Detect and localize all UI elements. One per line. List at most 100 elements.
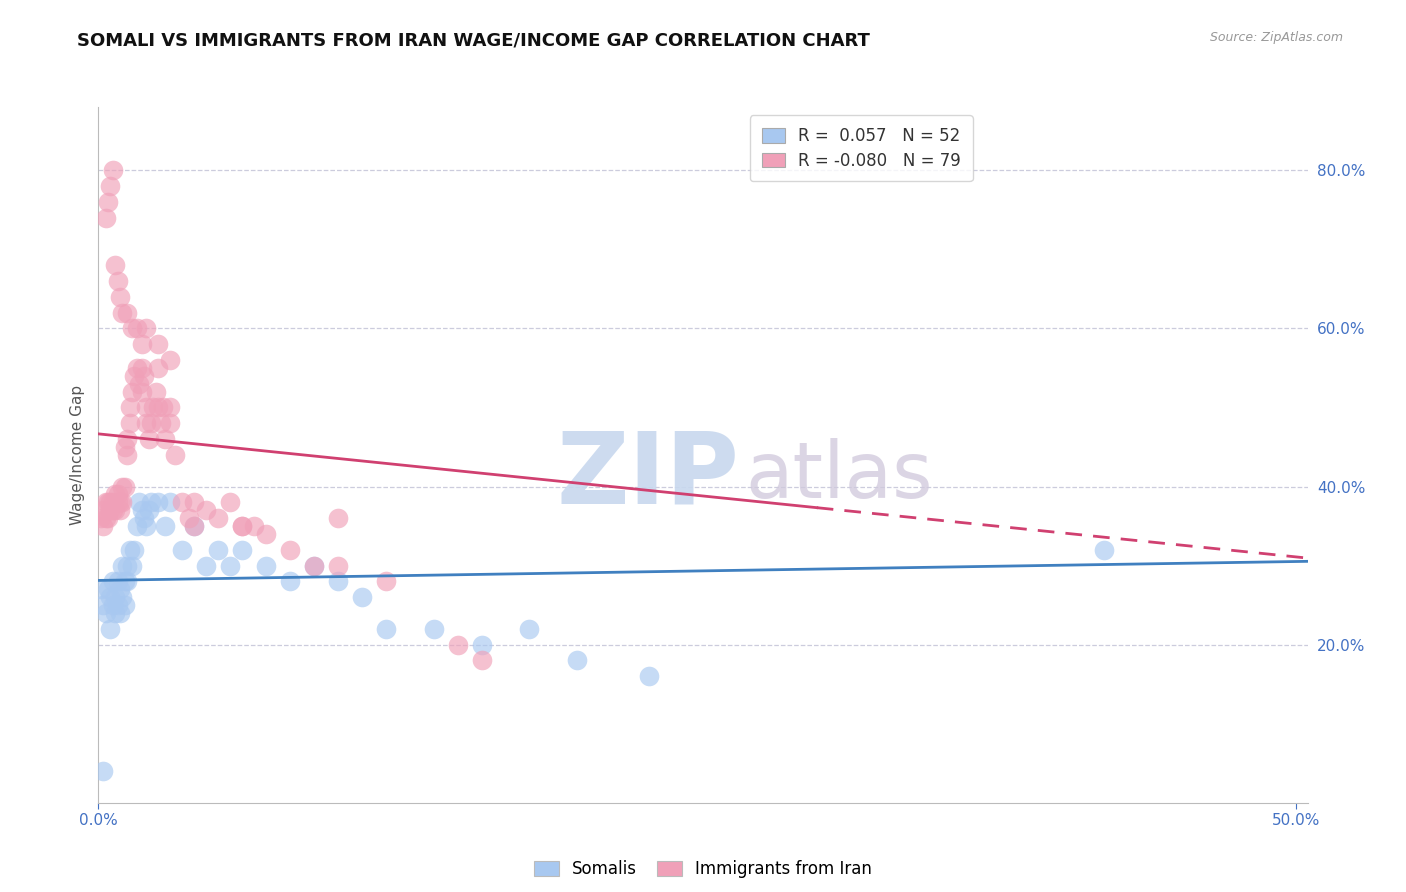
Point bbox=[231, 519, 253, 533]
Point bbox=[302, 558, 325, 573]
Point bbox=[135, 519, 157, 533]
Point bbox=[107, 487, 129, 501]
Point bbox=[125, 360, 148, 375]
Point bbox=[135, 417, 157, 431]
Point bbox=[1092, 542, 1115, 557]
Point bbox=[278, 542, 301, 557]
Text: Source: ZipAtlas.com: Source: ZipAtlas.com bbox=[1209, 31, 1343, 45]
Point bbox=[374, 622, 396, 636]
Point bbox=[254, 527, 277, 541]
Point bbox=[118, 417, 141, 431]
Point bbox=[100, 503, 122, 517]
Point bbox=[219, 495, 242, 509]
Point bbox=[422, 622, 444, 636]
Text: ZIP: ZIP bbox=[557, 427, 740, 524]
Point bbox=[108, 290, 131, 304]
Point bbox=[149, 417, 172, 431]
Point bbox=[183, 495, 205, 509]
Point bbox=[118, 401, 141, 415]
Point bbox=[135, 401, 157, 415]
Point bbox=[108, 606, 131, 620]
Point bbox=[114, 440, 136, 454]
Point bbox=[111, 558, 134, 573]
Point bbox=[124, 542, 146, 557]
Point bbox=[97, 495, 120, 509]
Point bbox=[121, 558, 143, 573]
Point bbox=[94, 511, 117, 525]
Point bbox=[118, 542, 141, 557]
Point bbox=[207, 511, 229, 525]
Point bbox=[128, 495, 150, 509]
Point bbox=[159, 401, 181, 415]
Point bbox=[148, 360, 170, 375]
Point bbox=[97, 194, 120, 209]
Point bbox=[131, 360, 153, 375]
Point bbox=[142, 401, 165, 415]
Point bbox=[94, 495, 117, 509]
Point bbox=[302, 558, 325, 573]
Point bbox=[183, 519, 205, 533]
Point bbox=[219, 558, 242, 573]
Point bbox=[148, 495, 170, 509]
Point bbox=[107, 598, 129, 612]
Point bbox=[374, 574, 396, 589]
Point bbox=[121, 321, 143, 335]
Point bbox=[91, 764, 114, 779]
Point bbox=[135, 321, 157, 335]
Point bbox=[172, 495, 194, 509]
Point bbox=[91, 503, 114, 517]
Point bbox=[115, 432, 138, 446]
Point bbox=[94, 211, 117, 225]
Point bbox=[128, 376, 150, 391]
Point bbox=[100, 179, 122, 194]
Point bbox=[195, 503, 218, 517]
Point bbox=[446, 638, 468, 652]
Point bbox=[121, 384, 143, 399]
Point bbox=[115, 448, 138, 462]
Point bbox=[179, 511, 201, 525]
Point bbox=[94, 606, 117, 620]
Point bbox=[148, 337, 170, 351]
Point bbox=[104, 591, 127, 605]
Point bbox=[101, 503, 124, 517]
Point bbox=[114, 574, 136, 589]
Point bbox=[104, 487, 127, 501]
Point bbox=[100, 622, 122, 636]
Point bbox=[111, 479, 134, 493]
Point bbox=[101, 495, 124, 509]
Point bbox=[101, 163, 124, 178]
Point bbox=[114, 598, 136, 612]
Point bbox=[254, 558, 277, 573]
Point bbox=[278, 574, 301, 589]
Point bbox=[132, 368, 155, 383]
Point bbox=[350, 591, 373, 605]
Point bbox=[148, 401, 170, 415]
Point bbox=[195, 558, 218, 573]
Point bbox=[115, 305, 138, 319]
Point bbox=[207, 542, 229, 557]
Point bbox=[132, 511, 155, 525]
Point bbox=[97, 582, 120, 597]
Point bbox=[139, 417, 162, 431]
Point bbox=[231, 519, 253, 533]
Point bbox=[638, 669, 661, 683]
Legend: Somalis, Immigrants from Iran: Somalis, Immigrants from Iran bbox=[527, 854, 879, 885]
Point bbox=[567, 653, 589, 667]
Point bbox=[114, 479, 136, 493]
Point bbox=[125, 519, 148, 533]
Point bbox=[145, 384, 167, 399]
Point bbox=[326, 574, 349, 589]
Point bbox=[159, 417, 181, 431]
Point bbox=[124, 368, 146, 383]
Text: SOMALI VS IMMIGRANTS FROM IRAN WAGE/INCOME GAP CORRELATION CHART: SOMALI VS IMMIGRANTS FROM IRAN WAGE/INCO… bbox=[77, 31, 870, 49]
Point bbox=[97, 511, 120, 525]
Point bbox=[91, 598, 114, 612]
Y-axis label: Wage/Income Gap: Wage/Income Gap bbox=[69, 384, 84, 525]
Point bbox=[107, 574, 129, 589]
Point bbox=[107, 274, 129, 288]
Point bbox=[101, 598, 124, 612]
Point bbox=[172, 542, 194, 557]
Point bbox=[108, 503, 131, 517]
Point bbox=[107, 495, 129, 509]
Point bbox=[104, 503, 127, 517]
